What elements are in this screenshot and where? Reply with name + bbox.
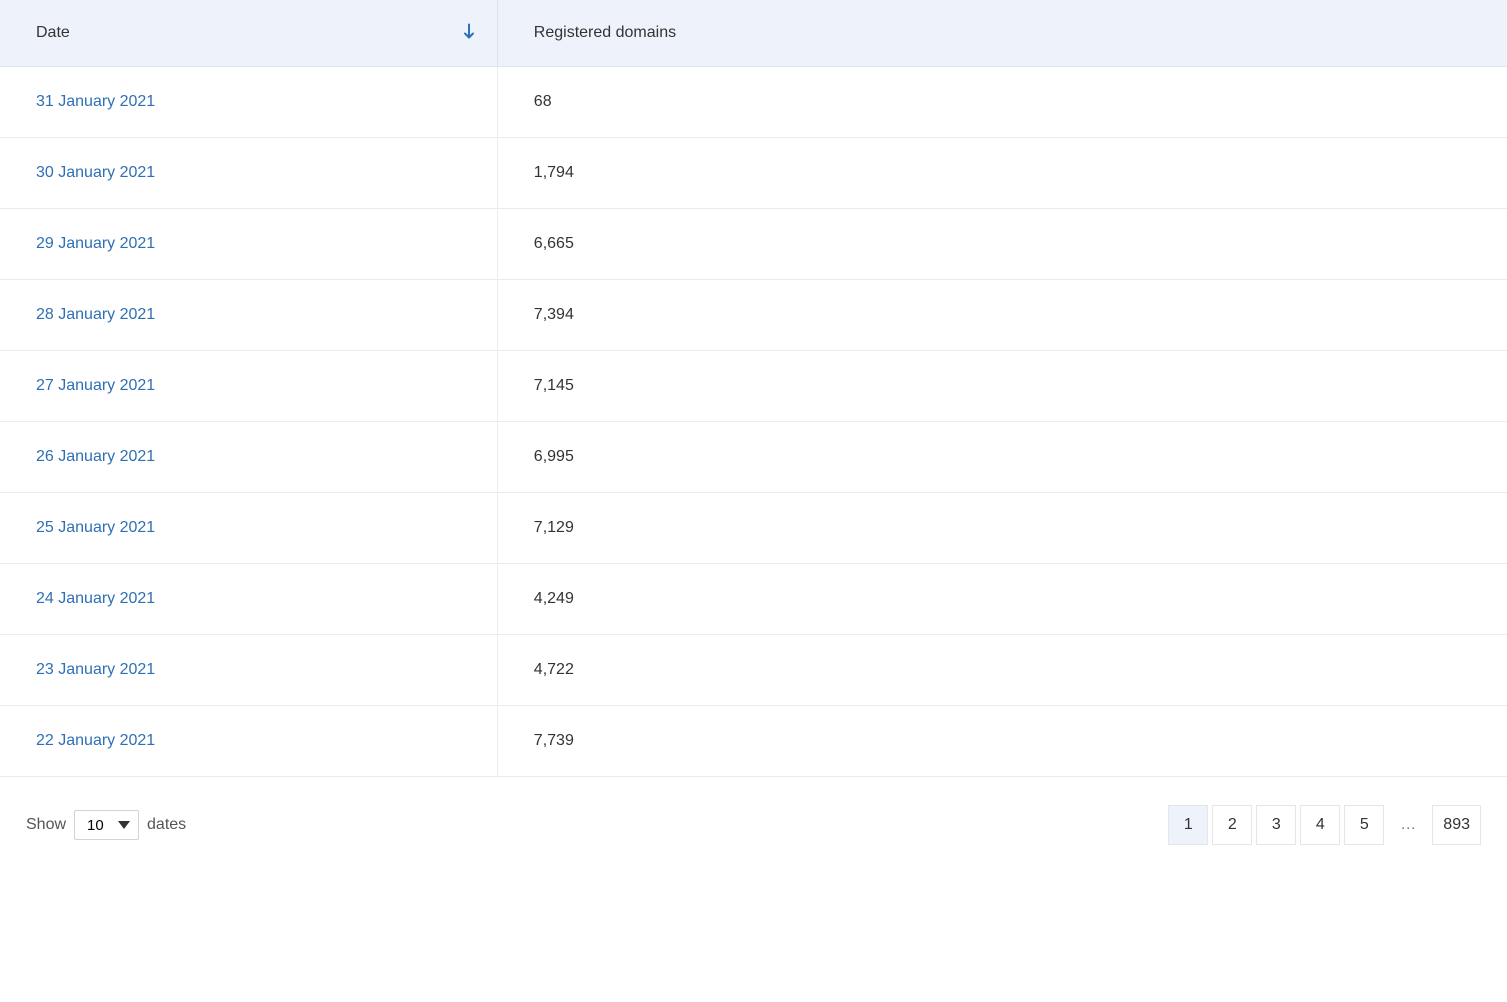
date-link[interactable]: 25 January 2021 xyxy=(36,519,155,536)
date-link[interactable]: 28 January 2021 xyxy=(36,306,155,323)
table-row: 25 January 2021 7,129 xyxy=(0,493,1507,564)
table-row: 23 January 2021 4,722 xyxy=(0,635,1507,706)
date-link[interactable]: 24 January 2021 xyxy=(36,590,155,607)
cell-registered-domains: 6,665 xyxy=(497,209,1507,280)
cell-date: 27 January 2021 xyxy=(0,351,497,422)
date-link[interactable]: 26 January 2021 xyxy=(36,448,155,465)
date-link[interactable]: 30 January 2021 xyxy=(36,164,155,181)
table-row: 30 January 2021 1,794 xyxy=(0,138,1507,209)
cell-registered-domains: 7,129 xyxy=(497,493,1507,564)
date-link[interactable]: 31 January 2021 xyxy=(36,93,155,110)
cell-date: 22 January 2021 xyxy=(0,706,497,777)
date-link[interactable]: 23 January 2021 xyxy=(36,661,155,678)
page-size-control: Show 10 dates xyxy=(26,810,186,840)
date-link[interactable]: 27 January 2021 xyxy=(36,377,155,394)
table-row: 28 January 2021 7,394 xyxy=(0,280,1507,351)
page-size-select[interactable]: 10 xyxy=(75,811,138,839)
page-button-1[interactable]: 1 xyxy=(1168,805,1208,845)
table-row: 26 January 2021 6,995 xyxy=(0,422,1507,493)
pagination: 12345…893 xyxy=(1168,805,1481,845)
cell-registered-domains: 68 xyxy=(497,67,1507,138)
column-header-date[interactable]: Date xyxy=(0,0,497,67)
cell-date: 30 January 2021 xyxy=(0,138,497,209)
sort-desc-icon xyxy=(463,24,475,43)
table-row: 27 January 2021 7,145 xyxy=(0,351,1507,422)
show-label-prefix: Show xyxy=(26,816,66,834)
page-size-select-wrap: 10 xyxy=(74,810,139,840)
cell-date: 24 January 2021 xyxy=(0,564,497,635)
cell-date: 31 January 2021 xyxy=(0,67,497,138)
domains-table: Date Registered domains 31 January 2021 6… xyxy=(0,0,1507,777)
column-header-date-label: Date xyxy=(36,24,70,41)
cell-registered-domains: 4,722 xyxy=(497,635,1507,706)
page-button-5[interactable]: 5 xyxy=(1344,805,1384,845)
page-button-last[interactable]: 893 xyxy=(1432,805,1481,845)
date-link[interactable]: 22 January 2021 xyxy=(36,732,155,749)
cell-registered-domains: 7,394 xyxy=(497,280,1507,351)
cell-registered-domains: 7,145 xyxy=(497,351,1507,422)
cell-registered-domains: 7,739 xyxy=(497,706,1507,777)
column-header-registered-domains-label: Registered domains xyxy=(534,24,676,41)
date-link[interactable]: 29 January 2021 xyxy=(36,235,155,252)
page-button-4[interactable]: 4 xyxy=(1300,805,1340,845)
cell-date: 29 January 2021 xyxy=(0,209,497,280)
cell-registered-domains: 4,249 xyxy=(497,564,1507,635)
page-button-2[interactable]: 2 xyxy=(1212,805,1252,845)
cell-registered-domains: 1,794 xyxy=(497,138,1507,209)
table-row: 31 January 2021 68 xyxy=(0,67,1507,138)
table-row: 29 January 2021 6,665 xyxy=(0,209,1507,280)
cell-date: 28 January 2021 xyxy=(0,280,497,351)
pagination-ellipsis: … xyxy=(1388,805,1428,845)
cell-date: 26 January 2021 xyxy=(0,422,497,493)
show-label-suffix: dates xyxy=(147,816,186,834)
column-header-registered-domains: Registered domains xyxy=(497,0,1507,67)
table-row: 24 January 2021 4,249 xyxy=(0,564,1507,635)
cell-registered-domains: 6,995 xyxy=(497,422,1507,493)
cell-date: 23 January 2021 xyxy=(0,635,497,706)
cell-date: 25 January 2021 xyxy=(0,493,497,564)
table-footer: Show 10 dates 12345…893 xyxy=(0,777,1507,873)
table-row: 22 January 2021 7,739 xyxy=(0,706,1507,777)
page-button-3[interactable]: 3 xyxy=(1256,805,1296,845)
